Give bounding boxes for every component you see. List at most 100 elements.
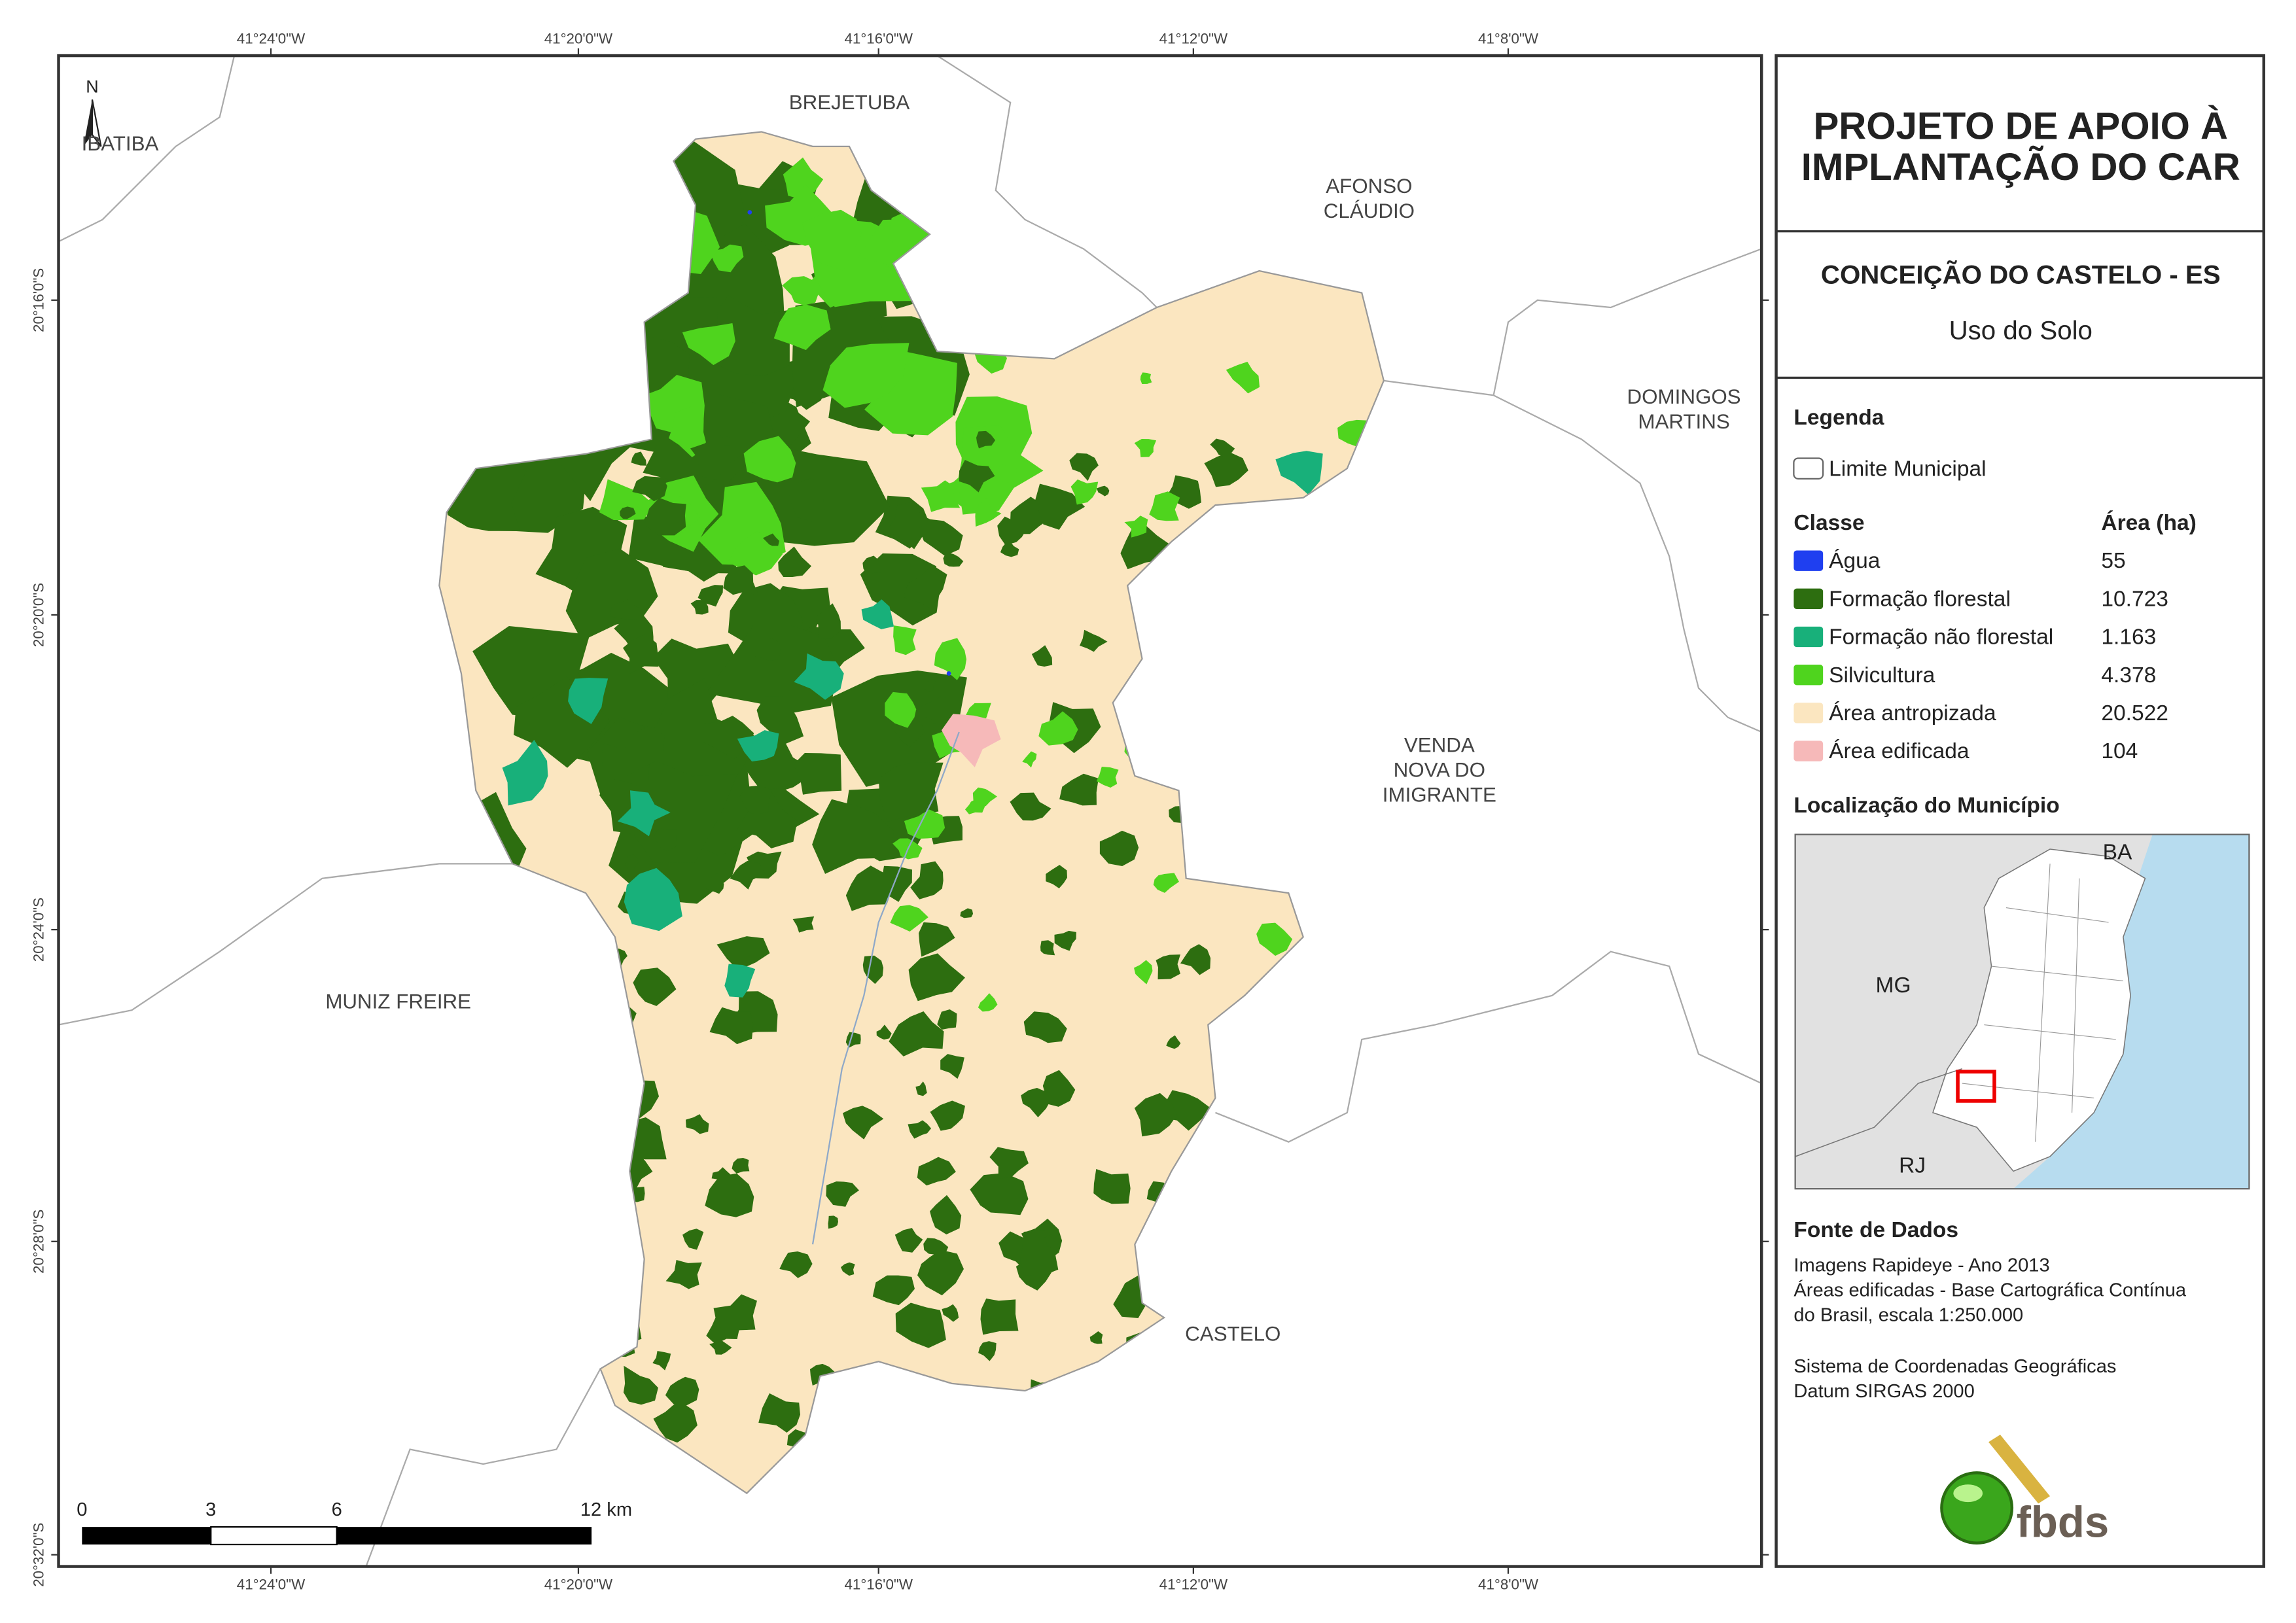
scale-segment <box>82 1527 211 1545</box>
lon-label: 41°12'0"W <box>1159 30 1228 46</box>
legend-label: Área edificada <box>1829 739 1969 763</box>
scale-segment <box>210 1526 338 1546</box>
forest-patch <box>756 696 804 745</box>
forest-patch <box>716 936 770 967</box>
title: IMPLANTAÇÃO DO CAR <box>1801 146 2240 188</box>
source-line: do Brasil, escala 1:250.000 <box>1793 1305 2023 1326</box>
forest-patch <box>980 1299 1019 1335</box>
silviculture-patch <box>682 323 735 366</box>
forest-patch <box>942 1304 959 1322</box>
silviculture-patch <box>1153 873 1179 893</box>
legend-swatch <box>1793 588 1824 610</box>
forest-patch <box>923 678 936 693</box>
forest-patch <box>616 725 665 776</box>
boundary <box>58 863 513 1026</box>
forest-patch <box>665 1376 699 1406</box>
legend-title: Legenda <box>1793 406 1884 430</box>
forest-patch <box>690 600 709 615</box>
silviculture-patch <box>599 479 654 521</box>
forest-patch <box>1134 1092 1177 1137</box>
boundary <box>58 56 236 243</box>
silviculture-patch <box>998 464 1017 483</box>
forest-patch <box>876 1024 892 1040</box>
legend-area: 104 <box>2101 739 2138 763</box>
legend-rows: Água 55 Formação florestal 10.723 Formação n… <box>1793 549 2168 763</box>
non-forest-patch <box>617 790 671 837</box>
legend-area: 10.723 <box>2101 587 2168 611</box>
forest-patch <box>1054 930 1076 951</box>
place-name: VENDA <box>1404 734 1475 757</box>
forest-patch <box>709 1340 732 1355</box>
non-forest-patch <box>568 678 609 724</box>
forest-patch <box>1000 542 1019 557</box>
forest-patch <box>1204 452 1248 487</box>
legend-area: 20.522 <box>2101 701 2168 725</box>
forest-patch <box>930 1195 962 1235</box>
forest-patch <box>705 1173 754 1217</box>
scale-label: 6 <box>332 1499 342 1520</box>
forest-patch <box>1021 1088 1051 1117</box>
forest-patch <box>937 1009 957 1030</box>
lat-label: 20°24'0"S <box>30 898 46 962</box>
forest-patch <box>921 693 953 729</box>
silviculture-patch <box>1226 362 1260 394</box>
forest-patch <box>633 968 677 1006</box>
forest-patch <box>732 1157 750 1174</box>
title: PROJETO DE APOIO À <box>1813 105 2228 147</box>
silviculture-patch <box>669 406 707 457</box>
forest-patch <box>686 1114 709 1134</box>
forest-patch <box>631 451 647 466</box>
silviculture-patch <box>893 625 917 655</box>
forest-patch <box>1096 485 1110 497</box>
subtitle: Uso do Solo <box>1949 316 2093 345</box>
silviculture-patch <box>783 157 824 200</box>
lon-label: 41°16'0"W <box>845 1577 913 1593</box>
area-header: Área (ha) <box>2101 510 2196 535</box>
inset-frame <box>1794 833 2250 1190</box>
source-line: Imagens Rapideye - Ano 2013 <box>1793 1255 2049 1276</box>
forest-patch <box>959 459 995 493</box>
water <box>946 671 951 676</box>
forest-patch <box>1159 1090 1212 1131</box>
forest-patch <box>1180 944 1211 975</box>
inset-label: BA <box>2103 841 2132 865</box>
inset-sea <box>2013 834 2250 1189</box>
silviculture-patch <box>802 209 862 271</box>
river <box>811 731 960 1245</box>
non-forest-patch <box>502 739 548 806</box>
forest-patch <box>903 565 947 609</box>
forest-patch <box>652 1351 671 1370</box>
forest-patch <box>978 1341 997 1361</box>
silviculture-patch <box>1124 515 1148 538</box>
forest-patch <box>910 861 944 899</box>
forest-patch <box>758 1393 801 1433</box>
lon-label: 41°20'0"W <box>544 1577 613 1593</box>
forest-patch <box>739 785 773 814</box>
forest-patch <box>842 1106 884 1140</box>
non-forest-patch <box>1275 451 1323 495</box>
forest-patch <box>632 476 667 502</box>
legend-swatch <box>1793 703 1824 724</box>
built-area <box>941 714 1001 767</box>
forest-patch <box>943 551 964 567</box>
forest-patch <box>845 865 892 911</box>
legend-swatch <box>1793 741 1824 761</box>
crs-line: Datum SIRGAS 2000 <box>1793 1381 1974 1402</box>
boundary <box>365 1368 601 1567</box>
forest-patch <box>1046 865 1067 888</box>
class-header: Classe <box>1793 511 1864 535</box>
forest-patch <box>1043 1234 1055 1248</box>
logo-bar <box>1988 1435 2051 1504</box>
forest-patch <box>878 762 944 822</box>
forest-patch <box>826 1181 859 1207</box>
lon-label: 41°24'0"W <box>237 30 306 46</box>
crs-line: Sistema de Coordenadas Geográficas <box>1793 1356 2116 1377</box>
legend-label: Silvicultura <box>1829 663 1935 688</box>
forest-patch <box>976 430 996 449</box>
place-name: IBATIBA <box>82 132 159 155</box>
forest-patch <box>915 1081 927 1096</box>
lat-label: 20°16'0"S <box>30 268 46 332</box>
forest-patch <box>1023 1011 1067 1043</box>
silviculture-patch <box>1096 767 1119 788</box>
